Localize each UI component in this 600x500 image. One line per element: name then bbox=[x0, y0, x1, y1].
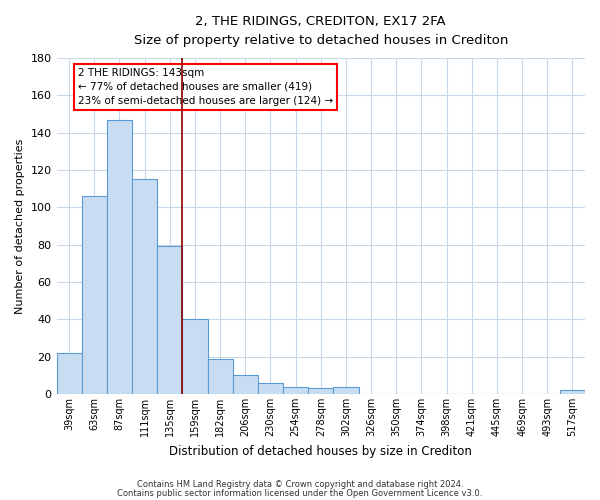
Bar bbox=[182, 320, 208, 394]
Bar bbox=[56, 353, 82, 394]
Bar bbox=[157, 246, 182, 394]
Bar bbox=[82, 196, 107, 394]
X-axis label: Distribution of detached houses by size in Crediton: Distribution of detached houses by size … bbox=[169, 444, 472, 458]
Bar bbox=[258, 383, 283, 394]
Bar bbox=[233, 376, 258, 394]
Bar bbox=[308, 388, 334, 394]
Bar bbox=[208, 358, 233, 394]
Title: 2, THE RIDINGS, CREDITON, EX17 2FA
Size of property relative to detached houses : 2, THE RIDINGS, CREDITON, EX17 2FA Size … bbox=[134, 15, 508, 47]
Bar bbox=[132, 180, 157, 394]
Y-axis label: Number of detached properties: Number of detached properties bbox=[15, 138, 25, 314]
Text: 2 THE RIDINGS: 143sqm
← 77% of detached houses are smaller (419)
23% of semi-det: 2 THE RIDINGS: 143sqm ← 77% of detached … bbox=[77, 68, 333, 106]
Bar bbox=[107, 120, 132, 394]
Text: Contains public sector information licensed under the Open Government Licence v3: Contains public sector information licen… bbox=[118, 489, 482, 498]
Bar bbox=[334, 386, 359, 394]
Bar bbox=[283, 386, 308, 394]
Text: Contains HM Land Registry data © Crown copyright and database right 2024.: Contains HM Land Registry data © Crown c… bbox=[137, 480, 463, 489]
Bar bbox=[560, 390, 585, 394]
